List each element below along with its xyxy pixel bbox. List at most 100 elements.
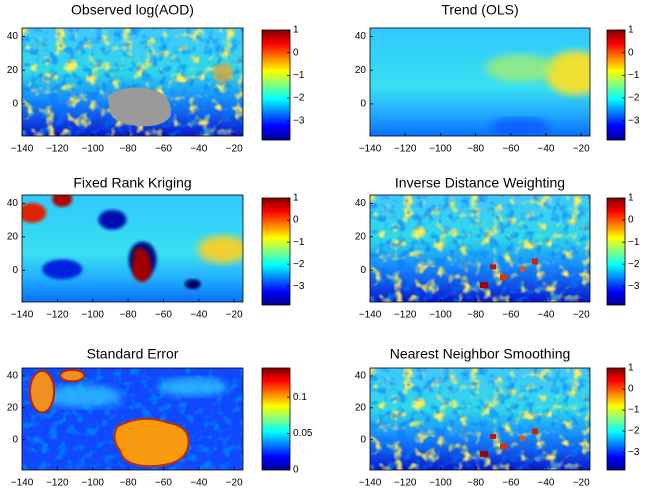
y-tick-label: 20 [7, 231, 19, 242]
axes-frame [369, 27, 591, 137]
y-tick-label: 20 [7, 402, 19, 413]
x-tick-label: −80 [467, 144, 484, 155]
y-tick-label: 40 [355, 371, 367, 382]
colorbar-tick-label: −2 [628, 259, 640, 270]
colorbar-tick-label: 0 [628, 215, 634, 226]
x-tick-label: −120 [394, 478, 417, 489]
y-tick-label: 20 [7, 65, 19, 76]
colorbar-tick-label: 1 [293, 25, 299, 36]
y-tick-label: 0 [360, 265, 366, 276]
colorbar-tick-label: 1 [628, 363, 634, 374]
heatmap-image [22, 195, 243, 302]
axes-frame [21, 367, 244, 471]
panel-title: Nearest Neighbor Smoothing [390, 346, 571, 362]
x-tick-label: −20 [226, 478, 243, 489]
x-tick-label: −60 [155, 478, 172, 489]
x-tick-label: −140 [359, 310, 382, 321]
x-tick-label: −140 [359, 478, 382, 489]
x-tick-label: −60 [502, 478, 519, 489]
x-tick-label: −120 [46, 478, 69, 489]
x-tick-label: −80 [467, 478, 484, 489]
colorbar-tick-label: −2 [628, 426, 640, 437]
colorbar-tick-label: −2 [293, 93, 305, 104]
colorbar-tick-label: −3 [293, 115, 305, 126]
y-tick-label: 20 [355, 231, 367, 242]
x-tick-label: −60 [155, 310, 172, 321]
x-tick-label: −100 [81, 144, 104, 155]
x-tick-label: −120 [394, 144, 417, 155]
axes-frame [21, 194, 244, 303]
y-tick-label: 40 [7, 31, 19, 42]
colorbar-tick-label: −3 [628, 281, 640, 292]
axes-frame [369, 367, 591, 471]
heatmap-image [370, 368, 590, 470]
colorbar [606, 29, 626, 141]
x-tick-label: −140 [11, 478, 34, 489]
x-tick-label: −100 [429, 310, 452, 321]
colorbar-tick-label: 1 [293, 193, 299, 204]
colorbar-tick-label: −2 [293, 259, 305, 270]
panel-title: Inverse Distance Weighting [395, 175, 565, 191]
y-tick-label: 0 [360, 434, 366, 445]
y-tick-label: 40 [7, 198, 19, 209]
colorbar-tick-label: −1 [293, 70, 305, 81]
x-tick-label: −40 [190, 478, 207, 489]
colorbar [606, 197, 626, 306]
heatmap-image [370, 195, 590, 302]
x-tick-label: −140 [11, 144, 34, 155]
colorbar-tick-label: −1 [628, 70, 640, 81]
x-tick-label: −120 [46, 144, 69, 155]
x-tick-label: −100 [81, 310, 104, 321]
axes-frame [369, 194, 591, 303]
colorbar-tick-label: −1 [628, 405, 640, 416]
x-tick-label: −80 [467, 310, 484, 321]
colorbar-tick-label: 0.1 [293, 392, 307, 403]
x-tick-label: −20 [226, 144, 243, 155]
colorbar [261, 197, 291, 306]
x-tick-label: −60 [502, 310, 519, 321]
colorbar-tick-label: 0 [628, 384, 634, 395]
colorbar-tick-label: −1 [293, 237, 305, 248]
colorbar-tick-label: 0 [293, 465, 299, 476]
colorbar-tick-label: −3 [628, 447, 640, 458]
y-tick-label: 0 [12, 434, 18, 445]
colorbar-tick-label: −3 [293, 281, 305, 292]
x-tick-label: −140 [11, 310, 34, 321]
panel-title: Observed log(AOD) [71, 2, 194, 18]
x-tick-label: −100 [429, 144, 452, 155]
x-tick-label: −120 [46, 310, 69, 321]
x-tick-label: −60 [502, 144, 519, 155]
y-tick-label: 0 [12, 99, 18, 110]
x-tick-label: −80 [120, 310, 137, 321]
colorbar-tick-label: −2 [628, 93, 640, 104]
y-tick-label: 40 [355, 31, 367, 42]
x-tick-label: −40 [190, 310, 207, 321]
y-tick-label: 20 [355, 65, 367, 76]
x-tick-label: −40 [538, 144, 555, 155]
x-tick-label: −20 [573, 478, 590, 489]
x-tick-label: −20 [573, 310, 590, 321]
x-tick-label: −140 [359, 144, 382, 155]
colorbar-tick-label: 0 [628, 47, 634, 58]
x-tick-label: −80 [120, 478, 137, 489]
colorbar-tick-label: −3 [628, 115, 640, 126]
panel-title: Standard Error [87, 346, 179, 362]
x-tick-label: −20 [573, 144, 590, 155]
x-tick-label: −100 [81, 478, 104, 489]
colorbar [261, 367, 291, 471]
y-tick-label: 20 [355, 402, 367, 413]
colorbar [606, 367, 626, 471]
colorbar [261, 29, 291, 141]
colorbar-tick-label: 1 [628, 193, 634, 204]
y-tick-label: 0 [360, 99, 366, 110]
colorbar-tick-label: 0.05 [293, 428, 313, 439]
x-tick-label: −80 [120, 144, 137, 155]
heatmap-image [22, 28, 243, 136]
y-tick-label: 40 [355, 198, 367, 209]
axes-frame [21, 27, 244, 137]
x-tick-label: −120 [394, 310, 417, 321]
panel-title: Trend (OLS) [441, 2, 518, 18]
x-tick-label: −20 [226, 310, 243, 321]
y-tick-label: 40 [7, 371, 19, 382]
